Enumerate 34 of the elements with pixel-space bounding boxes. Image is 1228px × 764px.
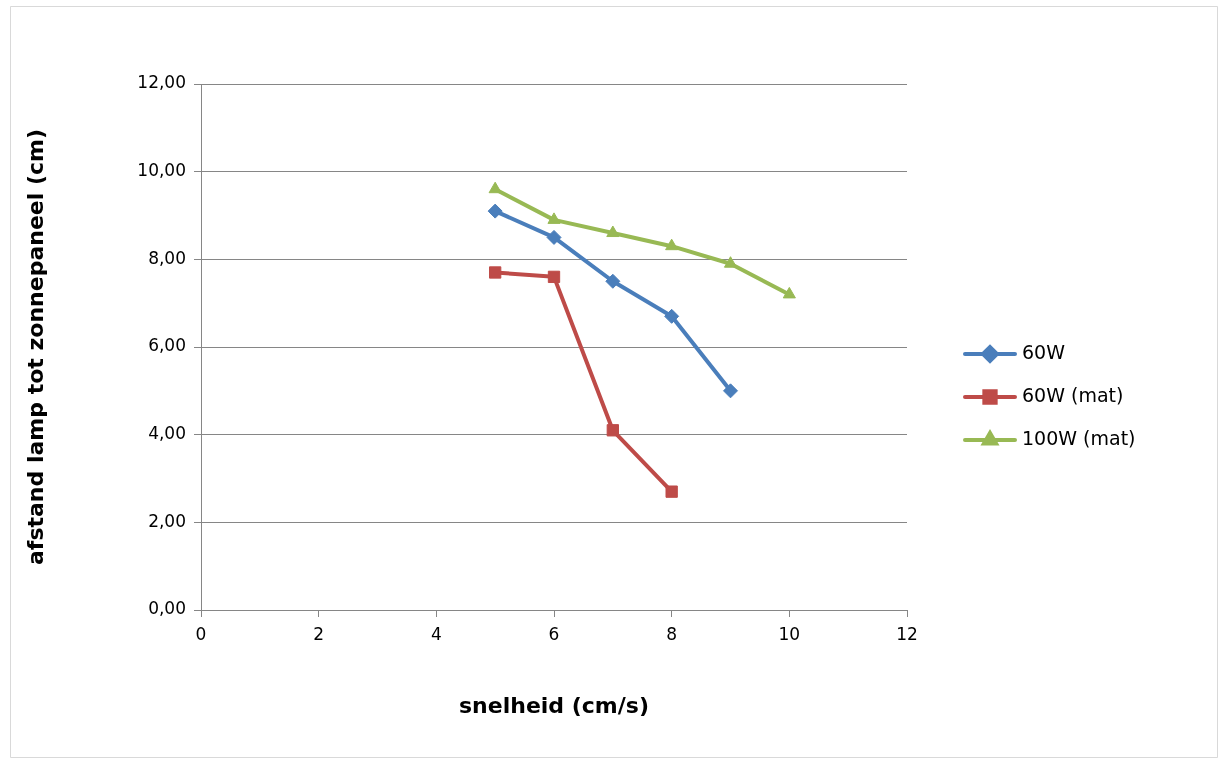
x-tick-label: 10 [778,623,801,644]
point [606,225,620,238]
point [605,273,621,289]
point [606,424,619,437]
point [665,238,679,251]
x-tick-label: 6 [548,623,560,644]
legend-label: 60W [1022,340,1066,363]
point [665,485,678,498]
point [782,286,796,299]
x-tick-label: 4 [430,623,442,644]
point [547,270,561,284]
point [723,256,738,268]
legend-label: 60W (mat) [1022,383,1124,406]
point [489,266,502,279]
point [546,229,562,245]
x-tick-label: 0 [195,623,207,644]
y-tick-label: 2,00 [148,510,186,531]
legend-label: 100W (mat) [1022,426,1136,449]
y-tick-label: 4,00 [148,423,186,444]
x-tick-label: 12 [896,623,918,644]
x-axis-title: snelheid (cm/s) [459,692,649,718]
y-tick-label: 10,00 [137,160,186,181]
y-tick-label: 6,00 [148,335,186,356]
y-axis-title: afstand lamp tot zonnepaneel (cm) [22,128,48,566]
x-tick-label: 2 [313,623,325,644]
point [723,383,738,399]
y-tick-label: 12,00 [137,72,186,93]
x-tick-label: 8 [666,623,678,644]
point [664,308,680,324]
y-tick-label: 0,00 [148,598,186,619]
point [488,181,502,194]
point [487,203,503,219]
y-tick-label: 8,00 [148,247,186,268]
point [547,212,561,224]
